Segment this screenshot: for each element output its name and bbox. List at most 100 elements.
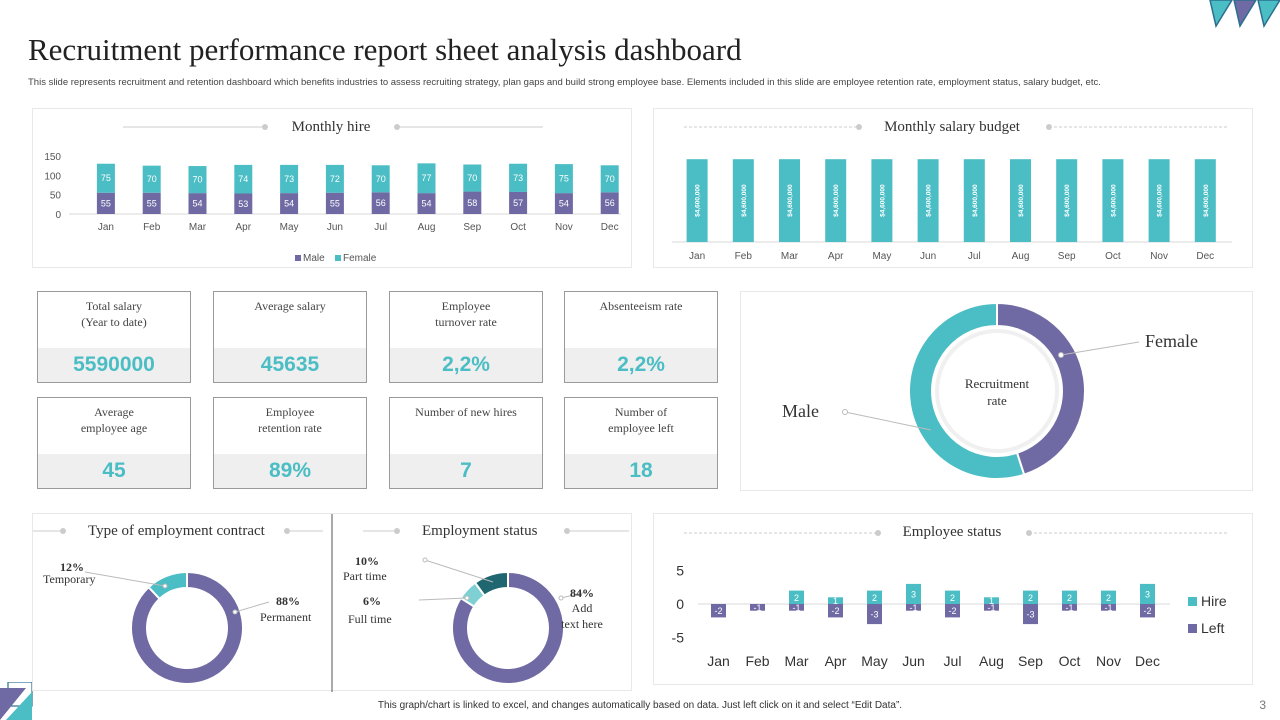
contract-title: Type of employment contract [88, 523, 265, 539]
full-time-pct-label: 6% [363, 594, 381, 608]
footer-note: This graph/chart is linked to excel, and… [377, 700, 903, 711]
y-tick-label: 100 [44, 171, 61, 182]
donut-slice-male [908, 301, 1026, 480]
data-label-hire: 2 [872, 593, 877, 603]
x-tick-label: Jun [902, 653, 925, 669]
donut-slice-female [996, 301, 1086, 476]
recruitment-rate-center-label: Recruitment rate [964, 376, 1030, 408]
x-tick-label: Jan [689, 251, 705, 262]
salary-budget-panel: Monthly salary budget $4,600,000 Jan $4,60… [653, 108, 1253, 268]
donut-slice-part-time [473, 570, 509, 598]
bar-male [600, 192, 619, 214]
corner-decoration-bottom [0, 682, 33, 720]
permanent-label: Permanent [260, 610, 312, 624]
bar-hire [945, 590, 960, 604]
bar-left [711, 604, 726, 618]
y-tick-label: 150 [44, 152, 61, 163]
bar-female [554, 164, 573, 194]
female-leader-dot [1058, 352, 1064, 358]
employee-status-title: Employee status [902, 524, 1002, 540]
employee-status-panel: Employee status 5 0 -5 -2 Jan -1 Feb 2 -1 Mar 1 -2 A… [653, 513, 1253, 685]
kpi-total-salary: Total salary (Year to date) 5590000 [37, 291, 191, 383]
data-label-male: 56 [605, 198, 615, 208]
data-label-salary: $4,600,000 [1203, 184, 1210, 217]
employment-panel: Type of employment contract Employment s… [32, 513, 632, 692]
kpi-label: Number of new hires [415, 405, 517, 419]
data-label-male: 58 [467, 198, 477, 208]
bar-hire [789, 590, 804, 604]
x-tick-label: Jul [944, 653, 962, 669]
bar-female [142, 165, 161, 193]
data-label-female: 70 [467, 173, 477, 183]
donut-slice-permanent [130, 570, 244, 685]
female-leader-line [1060, 341, 1140, 356]
kpi-label: Employee retention rate [258, 405, 322, 435]
data-label-salary: $4,600,000 [695, 184, 702, 217]
data-label-left: -1 [792, 603, 800, 613]
bar-left [828, 604, 843, 618]
salary-budget-title: Monthly salary budget [884, 119, 1020, 135]
kpi-value: 45635 [214, 348, 366, 382]
x-tick-label: Apr [828, 251, 844, 262]
legend-male: Male [303, 253, 325, 264]
bar-left [750, 604, 765, 611]
data-label-male: 54 [192, 199, 202, 209]
bar-hire [1140, 583, 1155, 604]
data-label-female: 70 [147, 174, 157, 184]
donut-slice-temporary [147, 570, 188, 601]
recruitment-rate-chart [842, 301, 1140, 480]
bar-left [906, 604, 921, 611]
legend-swatch-male [295, 255, 301, 261]
x-tick-label: Jan [707, 653, 730, 669]
data-label-female: 75 [559, 174, 569, 184]
x-tick-label: Mar [781, 251, 799, 262]
bar-left [867, 604, 882, 625]
bar-salary [1056, 159, 1078, 242]
data-label-female: 70 [376, 174, 386, 184]
data-label-salary: $4,600,000 [1018, 184, 1025, 217]
x-tick-label: Mar [189, 222, 207, 233]
part-time-leader-line [424, 559, 494, 583]
male-leader-line [844, 411, 932, 431]
data-label-left: -1 [753, 603, 761, 613]
bar-hire [828, 597, 843, 604]
bar-left [789, 604, 804, 611]
data-label-male: 55 [101, 198, 111, 208]
data-label-hire: 3 [911, 589, 916, 599]
kpi-average-age: Average employee age 45 [37, 397, 191, 489]
legend-swatch-female [335, 255, 341, 261]
donut-inner-ring [935, 329, 1059, 453]
kpi-label: Employee turnover rate [435, 299, 497, 329]
add-text-label: Add text here [561, 601, 603, 631]
add-text-leader-line [560, 591, 588, 599]
data-label-hire: 1 [989, 596, 994, 606]
page-title: Recruitment performance report sheet ana… [28, 32, 742, 67]
monthly-hire-title-rule [123, 124, 543, 130]
data-label-left: -1 [909, 603, 917, 613]
data-label-male: 54 [421, 199, 431, 209]
y-tick-label: -5 [672, 630, 685, 646]
x-tick-label: May [872, 251, 891, 262]
bar-female [234, 164, 253, 194]
x-tick-label: Oct [1105, 251, 1121, 262]
bar-left [945, 604, 960, 618]
temporary-pct-label: 12% [60, 560, 84, 574]
data-label-female: 73 [513, 173, 523, 183]
male-leader-dot [842, 409, 848, 415]
bar-female [96, 163, 115, 193]
x-tick-label: Oct [1059, 653, 1081, 669]
kpi-absenteeism-rate: Absenteeism rate 2,2% [564, 291, 718, 383]
data-label-male: 55 [330, 198, 340, 208]
data-label-hire: 1 [833, 596, 838, 606]
kpi-retention-rate: Employee retention rate 89% [213, 397, 367, 489]
data-label-male: 53 [238, 199, 248, 209]
bar-female [188, 166, 207, 194]
data-label-male: 56 [376, 198, 386, 208]
monthly-hire-title: Monthly hire [291, 119, 371, 135]
data-label-male: 54 [284, 199, 294, 209]
legend-hire: Hire [1201, 593, 1227, 609]
employment-panel-rules [33, 514, 629, 692]
bar-left [1101, 604, 1116, 611]
y-tick-label: 50 [50, 191, 62, 202]
data-label-female: 70 [605, 174, 615, 184]
